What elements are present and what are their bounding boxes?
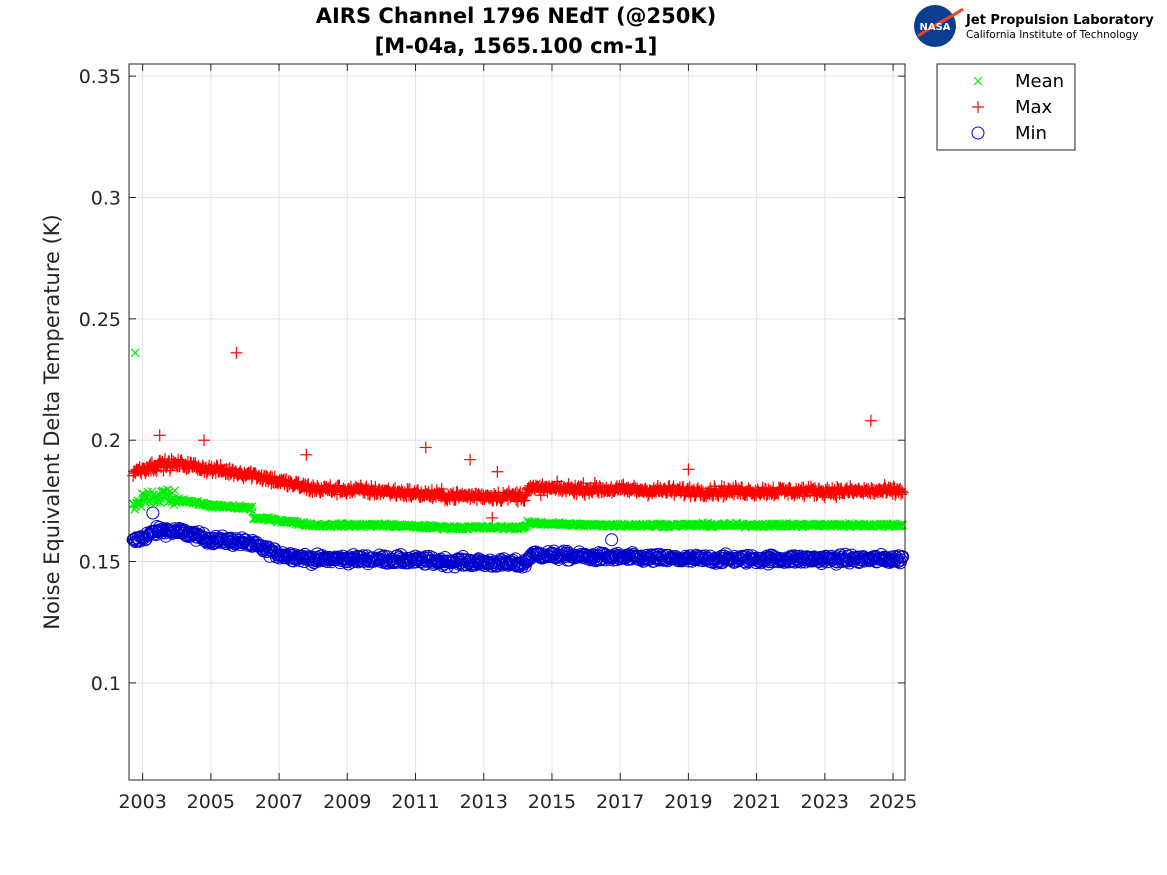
nasa-swoosh-icon — [917, 7, 964, 38]
outlier-point — [491, 465, 504, 478]
x-tick-label: 2019 — [664, 791, 712, 813]
outlier-point — [146, 506, 160, 520]
series-min — [126, 506, 910, 574]
x-tick-label: 2017 — [596, 791, 644, 813]
legend-label-mean: Mean — [1015, 71, 1064, 92]
data-point — [163, 485, 172, 495]
data-point — [896, 486, 909, 499]
x-tick-label: 2007 — [255, 791, 303, 813]
data-point — [180, 462, 193, 475]
y-tick-label: 0.35 — [79, 66, 121, 88]
data-point — [161, 493, 171, 503]
y-axis-label: Noise Equivalent Delta Temperature (K) — [40, 214, 64, 630]
legend-marker-max — [972, 101, 984, 113]
x-tick-label: 2023 — [801, 791, 849, 813]
outlier-point — [864, 414, 877, 427]
chart-subtitle: [M-04a, 1565.100 cm-1] — [375, 34, 658, 58]
legend-box — [936, 63, 1076, 151]
y-tick-label: 0.2 — [91, 430, 121, 452]
data-point — [895, 485, 908, 498]
outlier-point — [153, 429, 166, 442]
data-point — [161, 523, 175, 537]
x-tick-label: 2009 — [323, 791, 371, 813]
data-point — [164, 487, 174, 497]
nasa-badge-text: NASA — [919, 22, 950, 33]
x-tick-label: 2013 — [460, 791, 508, 813]
data-point — [462, 555, 476, 569]
x-tick-label: 2003 — [118, 791, 166, 813]
outlier-point — [230, 346, 243, 359]
outlier-point — [464, 453, 477, 466]
outlier-point — [300, 448, 313, 461]
logo-line-1: Jet Propulsion Laboratory — [965, 13, 1154, 28]
data-point — [417, 551, 431, 565]
outlier-point — [419, 441, 432, 454]
data-point — [411, 484, 424, 497]
series-max — [127, 346, 909, 524]
outlier-point — [605, 533, 619, 547]
x-tick-label: 2021 — [732, 791, 780, 813]
data-point — [788, 489, 801, 502]
data-point — [130, 504, 140, 514]
data-point — [136, 502, 146, 512]
legend: Mean Max Min — [936, 63, 1076, 151]
logo-line-2: California Institute of Technology — [966, 29, 1138, 41]
plot-frame — [128, 63, 906, 781]
y-tick-label: 0.3 — [91, 187, 121, 209]
legend-marker-min — [971, 126, 985, 140]
jpl-logo: NASA Jet Propulsion Laboratory Californi… — [914, 5, 1154, 47]
legend-label-max: Max — [1015, 97, 1053, 118]
data-point — [435, 483, 448, 496]
chart-title: AIRS Channel 1796 NEdT (@250K) — [316, 4, 717, 28]
data-point — [735, 481, 748, 494]
data-point — [262, 541, 276, 555]
outlier-point — [682, 463, 695, 476]
plot-area — [129, 64, 905, 780]
y-tick-label: 0.25 — [79, 309, 121, 331]
outlier-point — [130, 348, 140, 358]
legend-marker-mean — [973, 76, 983, 86]
series-mean — [128, 348, 908, 535]
y-tick-label: 0.1 — [91, 673, 121, 695]
data-point — [520, 488, 533, 501]
ticks: 2003 2005 2007 2009 2011 2013 2015 2017 2019 2021… — [79, 64, 917, 813]
x-tick-label: 2025 — [869, 791, 917, 813]
legend-label-min: Min — [1015, 123, 1047, 144]
x-tick-label: 2011 — [391, 791, 439, 813]
data-point — [170, 486, 180, 496]
y-tick-label: 0.15 — [79, 552, 121, 574]
outlier-point — [198, 434, 211, 447]
data-point — [519, 489, 532, 502]
data-point — [691, 482, 704, 495]
x-tick-label: 2005 — [187, 791, 235, 813]
series-layer — [126, 346, 910, 574]
data-point — [896, 550, 910, 564]
data-point — [290, 475, 303, 488]
data-point — [518, 494, 531, 507]
x-tick-label: 2015 — [528, 791, 576, 813]
data-point — [534, 489, 547, 502]
data-point — [588, 476, 601, 489]
